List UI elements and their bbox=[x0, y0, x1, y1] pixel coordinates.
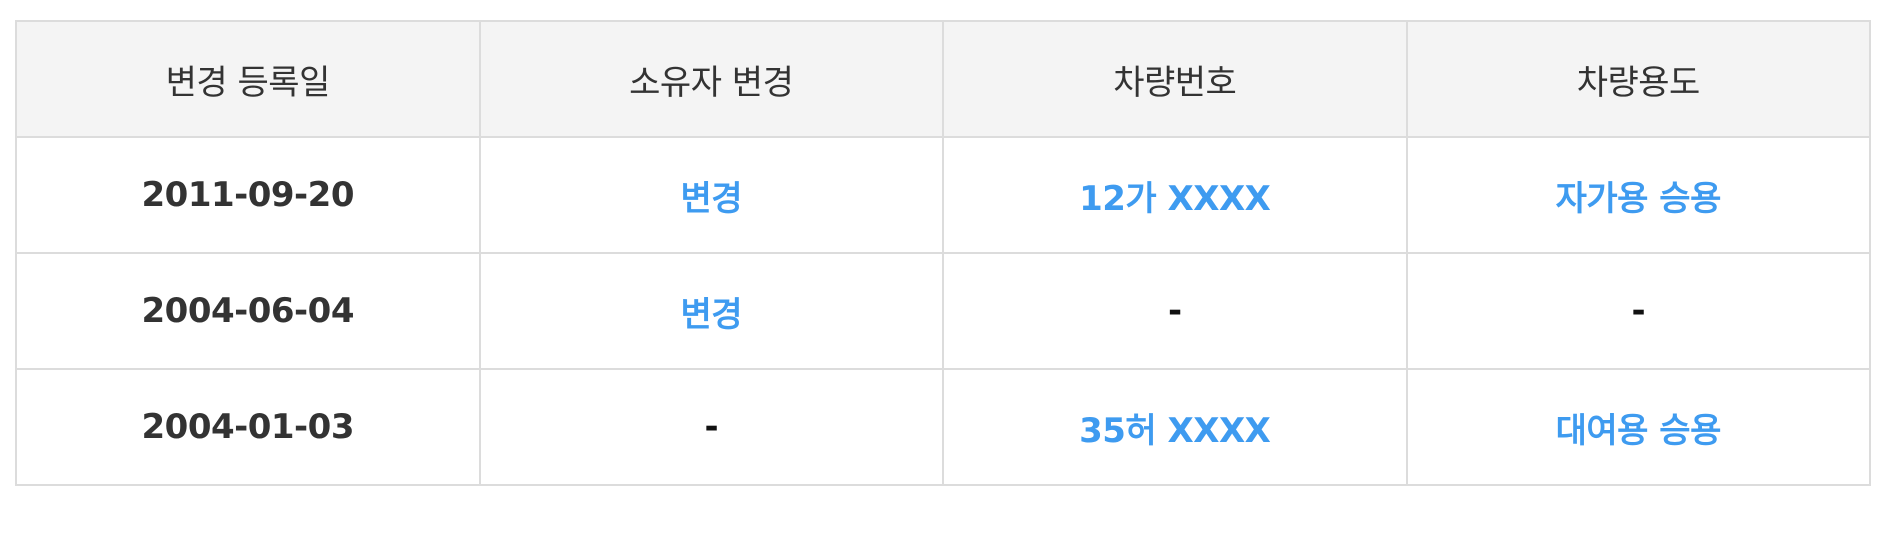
header-row: 변경 등록일 소유자 변경 차량번호 차량용도 bbox=[15, 20, 1871, 138]
table-row: 2011-09-20 변경 12가 XXXX 자가용 승용 bbox=[15, 136, 1871, 254]
plate-number-cell: - bbox=[942, 252, 1408, 370]
owner-change-cell[interactable]: 변경 bbox=[478, 252, 944, 370]
table-body: 2011-09-20 변경 12가 XXXX 자가용 승용 2004-06-04… bbox=[15, 136, 1871, 486]
registration-history-table: 변경 등록일 소유자 변경 차량번호 차량용도 2011-09-20 변경 12… bbox=[15, 20, 1871, 486]
registration-date-cell: 2011-09-20 bbox=[15, 136, 481, 254]
owner-change-cell[interactable]: 변경 bbox=[478, 136, 944, 254]
vehicle-usage-cell[interactable]: 자가용 승용 bbox=[1405, 136, 1871, 254]
vehicle-usage-cell: - bbox=[1405, 252, 1871, 370]
table-row: 2004-06-04 변경 - - bbox=[15, 252, 1871, 370]
header-vehicle-usage: 차량용도 bbox=[1405, 20, 1871, 138]
owner-change-cell: - bbox=[478, 368, 944, 486]
registration-date-cell: 2004-01-03 bbox=[15, 368, 481, 486]
vehicle-usage-cell[interactable]: 대여용 승용 bbox=[1405, 368, 1871, 486]
table-row: 2004-01-03 - 35허 XXXX 대여용 승용 bbox=[15, 368, 1871, 486]
header-plate-number: 차량번호 bbox=[942, 20, 1408, 138]
registration-date-cell: 2004-06-04 bbox=[15, 252, 481, 370]
plate-number-cell[interactable]: 12가 XXXX bbox=[942, 136, 1408, 254]
table-header: 변경 등록일 소유자 변경 차량번호 차량용도 bbox=[15, 20, 1871, 138]
header-owner-change: 소유자 변경 bbox=[478, 20, 944, 138]
plate-number-cell[interactable]: 35허 XXXX bbox=[942, 368, 1408, 486]
header-registration-date: 변경 등록일 bbox=[15, 20, 481, 138]
